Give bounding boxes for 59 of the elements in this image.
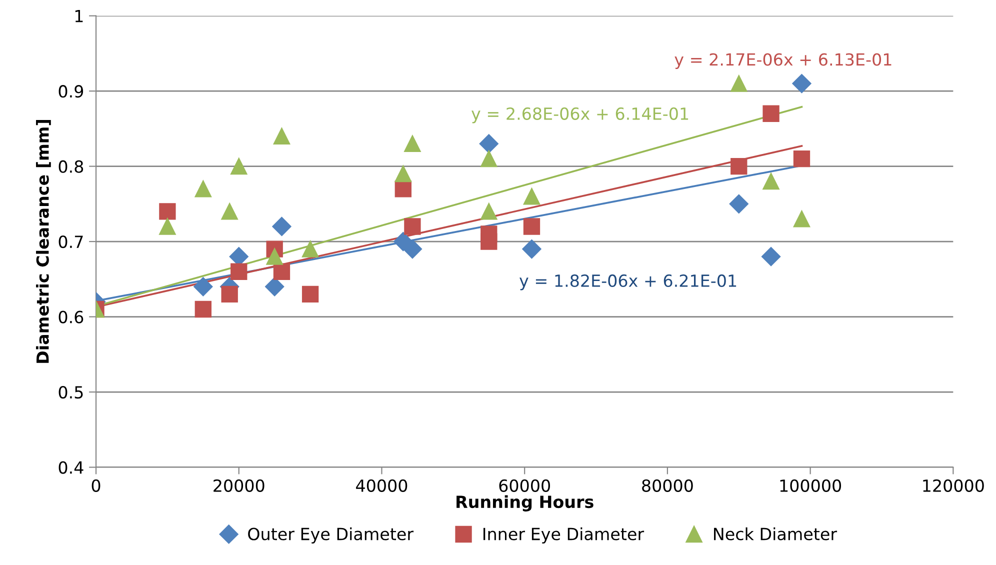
point (272, 216, 292, 236)
annotation: y = 2.17E-06x + 6.13E-01 (674, 53, 892, 70)
point (159, 218, 176, 235)
point (302, 240, 319, 258)
point (194, 180, 212, 198)
point (273, 263, 290, 280)
x-axis-title: Running Hours (456, 495, 594, 512)
point (194, 300, 212, 318)
annotation: y = 1.82E-06x + 6.21E-01 (520, 274, 736, 290)
y-axis-title: Diametric Clearance [mm] (36, 120, 51, 363)
point (404, 135, 421, 152)
legend-label: Neck Diameter (714, 527, 838, 540)
point (522, 240, 542, 259)
y-tick-label: 0.9 (58, 85, 84, 98)
point (480, 150, 498, 168)
point (523, 218, 540, 235)
point (404, 218, 421, 235)
point (730, 75, 748, 92)
annotation: y = 2.68E-06x + 6.14E-01 (472, 107, 688, 124)
point (479, 134, 498, 154)
x-tick-label: 20000 (214, 479, 264, 492)
point (394, 165, 412, 182)
point (762, 173, 780, 190)
point (402, 240, 422, 259)
point (792, 74, 812, 94)
x-tick-label: 60000 (499, 479, 550, 492)
x-tick-label: 40000 (356, 479, 408, 492)
x-tick-label: 100000 (780, 479, 842, 492)
point (194, 277, 213, 296)
point (793, 210, 810, 228)
legend-label: Outer Eye Diameter (248, 527, 414, 544)
point (480, 233, 498, 250)
x-tick-label: 120000 (923, 479, 984, 492)
point (793, 150, 810, 168)
y-tick-label: 0.5 (58, 386, 83, 399)
point (221, 286, 238, 303)
point (302, 286, 319, 303)
legend-label: Inner Eye Diameter (483, 527, 644, 544)
point (266, 248, 283, 265)
x-tick-label: 0 (92, 479, 100, 492)
point (394, 180, 412, 198)
point (729, 194, 748, 214)
point (273, 128, 290, 145)
point (762, 105, 780, 122)
point (230, 263, 248, 280)
point (730, 158, 748, 175)
y-tick-label: 0.8 (58, 160, 84, 173)
point (265, 277, 284, 296)
x-tick-label: 80000 (642, 479, 693, 492)
y-tick-label: 0.4 (58, 461, 84, 474)
point (159, 203, 176, 220)
point (480, 203, 498, 220)
point (230, 158, 248, 175)
point (221, 203, 238, 220)
y-tick-label: 1 (75, 10, 83, 22)
y-tick-label: 0.7 (58, 236, 83, 248)
point (761, 247, 781, 266)
point (523, 188, 540, 205)
y-tick-label: 0.6 (58, 310, 84, 324)
